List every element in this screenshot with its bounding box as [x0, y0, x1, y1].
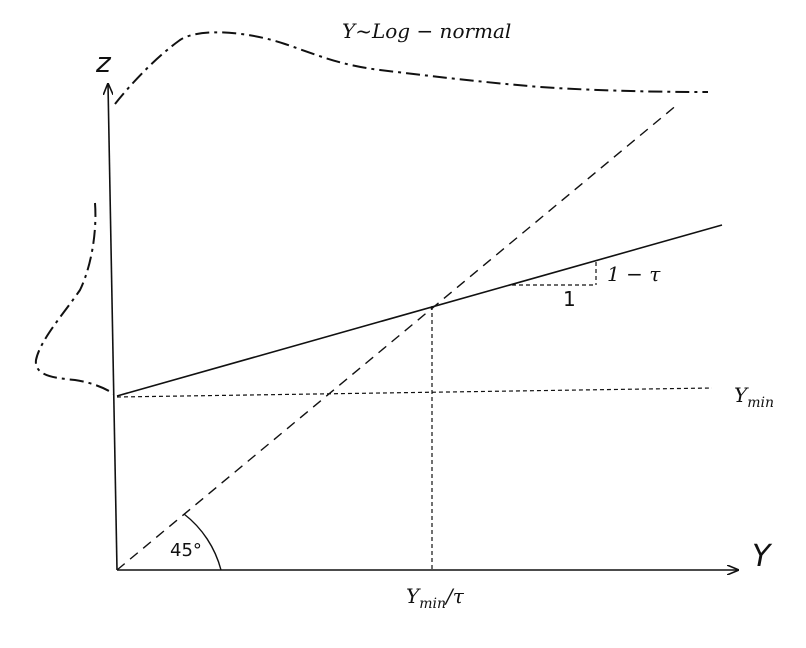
forty-five-degree-line	[116, 103, 679, 571]
slope-rise-label: 1 − τ	[607, 262, 661, 286]
quantile-line	[116, 224, 723, 397]
lognormal-density-top	[114, 31, 709, 105]
z-axis-label: z	[95, 46, 112, 79]
z-axis	[108, 84, 118, 571]
lognormal-density-left	[34, 202, 115, 395]
angle-label: 45°	[170, 540, 202, 561]
angle-arc	[183, 513, 222, 571]
ymin-over-tau-label: Ymin/τ	[406, 584, 465, 612]
ymin-level-line	[116, 387, 713, 398]
y-axis-label: Y	[752, 539, 773, 574]
distribution-label: Y~Log − normal	[342, 19, 511, 43]
ymin-label: Ymin	[734, 383, 774, 411]
slope-run-label: 1	[563, 287, 576, 311]
